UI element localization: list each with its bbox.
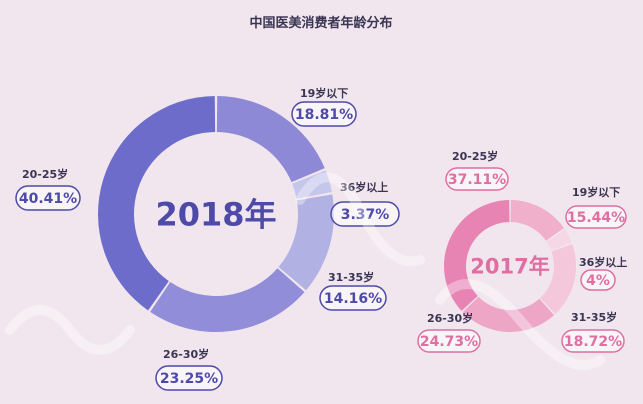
category-label-y2018-3: 26-30岁: [163, 347, 209, 361]
slice-y2017-2: [540, 244, 576, 315]
value-badge-y2017-1: [580, 269, 616, 291]
category-label-y2017-1: 36岁以上: [579, 255, 627, 269]
slice-y2018-2: [278, 194, 334, 291]
value-label-y2018-1: 3.37%: [341, 207, 390, 223]
value-badge-y2018-3: [155, 365, 223, 391]
category-label-y2017-2: 31-35岁: [571, 310, 617, 324]
value-label-y2017-4: 37.11%: [448, 172, 506, 188]
value-label-y2018-4: 40.41%: [19, 191, 77, 207]
value-label-y2017-2: 18.72%: [564, 334, 622, 350]
category-label-y2018-4: 20-25岁: [22, 167, 68, 181]
value-badge-y2018-0: [291, 101, 357, 127]
slice-y2018-3: [150, 268, 305, 332]
value-label-y2018-0: 18.81%: [295, 107, 353, 123]
value-badge-y2017-2: [561, 329, 625, 353]
value-badge-y2018-1: [330, 201, 400, 227]
category-label-y2017-0: 19岁以下: [572, 185, 620, 199]
value-label-y2017-0: 15.44%: [567, 210, 625, 226]
slice-y2017-3: [462, 296, 555, 333]
slice-y2018-4: [97, 96, 216, 311]
category-label-y2017-4: 20-25岁: [452, 149, 498, 163]
slice-y2018-1: [292, 170, 332, 199]
slice-y2018-0: [216, 96, 325, 183]
slice-y2017-1: [546, 229, 572, 251]
slice-y2017-0: [510, 200, 564, 241]
center-label-y2017: 2017年: [470, 255, 549, 279]
category-label-y2018-2: 31-35岁: [328, 270, 374, 284]
value-badge-y2018-2: [319, 285, 387, 311]
value-badge-y2017-4: [445, 167, 509, 191]
value-badge-y2017-0: [565, 205, 627, 229]
value-label-y2018-3: 23.25%: [160, 371, 218, 387]
value-label-y2017-1: 4%: [586, 273, 610, 289]
donut-2017: 2017年 19岁以下 15.44% 36岁以上 4% 31-35岁 18.72% 26-30…: [417, 149, 627, 353]
category-label-y2018-0: 19岁以下: [300, 86, 348, 100]
donut-2018: 2018年 19岁以下 18.81% 36岁以上 3.37% 31-35岁 14.16% 26…: [15, 86, 400, 391]
value-badge-y2017-3: [417, 329, 481, 353]
value-badge-y2018-4: [15, 185, 81, 211]
slice-y2017-4: [443, 200, 510, 311]
category-label-y2017-3: 26-30岁: [427, 311, 473, 325]
value-label-y2018-2: 14.16%: [324, 291, 382, 307]
value-label-y2017-3: 24.73%: [420, 334, 478, 350]
center-label-y2018: 2018年: [155, 196, 276, 234]
category-label-y2018-1: 36岁以上: [340, 180, 388, 194]
chart-title: 中国医美消费者年龄分布: [249, 15, 392, 31]
